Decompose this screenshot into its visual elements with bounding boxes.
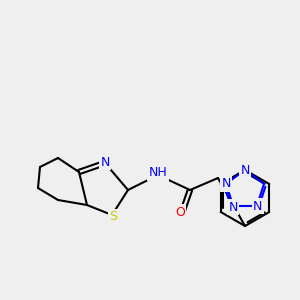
Text: N: N [240, 164, 250, 176]
Text: S: S [109, 211, 117, 224]
Text: N: N [100, 155, 110, 169]
Text: N: N [253, 200, 262, 213]
Text: N: N [229, 201, 238, 214]
Text: NH: NH [148, 167, 167, 179]
Text: N: N [221, 177, 231, 190]
Text: O: O [175, 206, 185, 218]
